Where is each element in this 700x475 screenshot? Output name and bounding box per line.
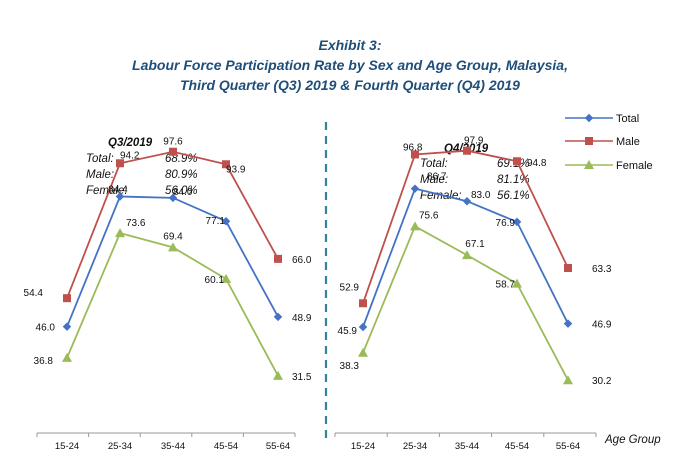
q4-point-male — [359, 299, 367, 308]
q4-point-total — [462, 196, 472, 206]
q4-summary-total-label: Total: — [420, 158, 448, 170]
x-axis-title: Age Group — [604, 434, 661, 446]
q3-point-total — [273, 312, 283, 322]
q3-point-female — [273, 370, 283, 380]
q4-data-label-total: 46.9 — [592, 320, 612, 331]
chart-title: Labour Force Participation Rate by Sex a… — [132, 57, 568, 73]
q4-point-female — [563, 375, 573, 385]
q3-data-label-female: 69.4 — [163, 231, 183, 242]
q3-data-label-male: 54.4 — [24, 288, 44, 299]
q3-data-label-total: 46.0 — [36, 323, 56, 334]
q4-x-tick-label: 35-44 — [455, 441, 479, 452]
q4-data-label-total: 83.0 — [471, 190, 491, 201]
q4-data-label-male: 52.9 — [340, 282, 360, 293]
q3-data-label-total: 84.4 — [108, 184, 128, 195]
q3-x-tick-label: 45-54 — [214, 441, 238, 452]
q3-data-label-female: 31.5 — [292, 372, 312, 383]
legend-label-female: Female — [616, 160, 653, 172]
q3-summary-female-label: Female: — [86, 185, 128, 197]
q4-data-label-male: 63.3 — [592, 264, 612, 275]
q4-data-label-male: 94.8 — [527, 158, 547, 169]
legend-item-female: Female — [565, 160, 653, 172]
q3-x-tick-label: 35-44 — [161, 441, 185, 452]
q4-point-total — [358, 322, 368, 332]
q3-point-total — [115, 192, 125, 201]
q4-x-tick-label: 45-54 — [505, 441, 529, 452]
q4-data-label-total: 76.9 — [496, 218, 516, 229]
q3-summary-male-value: 80.9% — [165, 169, 198, 181]
legend-label-total: Total — [616, 113, 639, 125]
q3-x-tick-label: 55-64 — [266, 441, 290, 452]
q4-point-male — [513, 157, 521, 166]
q3-summary-heading: Q3/2019 — [108, 137, 153, 149]
q4-point-female — [358, 347, 368, 357]
q4-point-total — [410, 184, 420, 193]
q4-point-male — [463, 146, 471, 155]
q4-data-label-female: 67.1 — [465, 239, 485, 250]
q3-point-total — [62, 322, 72, 331]
q3-point-female — [115, 228, 125, 238]
q3-data-label-male: 66.0 — [292, 255, 312, 266]
q3-x-tick-label: 15-24 — [55, 441, 79, 452]
legend-marker-female — [584, 160, 594, 169]
q3-data-label-total: 48.9 — [292, 313, 312, 324]
q4-data-label-male: 97.9 — [464, 136, 484, 147]
q3-summary-total-label: Total: — [86, 153, 114, 165]
q4-x-tick-label: 15-24 — [351, 441, 375, 452]
q4-plot-area: 15-24 25-34 35-44 45-54 55-64 52.9 96.8 97.9 94.… — [334, 136, 612, 452]
q3-point-female — [62, 352, 72, 362]
q4-data-label-female: 38.3 — [340, 361, 360, 372]
q3-summary-male-label: Male: — [86, 169, 114, 181]
q3-data-label-male: 97.6 — [163, 137, 183, 148]
legend-label-male: Male — [616, 136, 640, 148]
q3-data-label-female: 73.6 — [126, 218, 146, 229]
q3-point-male — [63, 294, 71, 303]
q4-summary-male-value: 81.1% — [497, 174, 530, 186]
q3-point-male — [116, 159, 124, 168]
q4-data-label-female: 58.7 — [496, 280, 516, 291]
q4-point-total — [563, 319, 573, 328]
q3-point-total — [168, 193, 178, 203]
q4-summary-female-value: 56.1% — [497, 190, 530, 202]
q3-point-female — [221, 273, 231, 283]
q4-point-male — [564, 264, 572, 273]
q4-data-label-female: 30.2 — [592, 376, 612, 387]
q4-data-label-female: 75.6 — [419, 210, 439, 221]
q4-point-male — [411, 150, 419, 159]
q4-series-line-male — [362, 149, 569, 304]
q4-data-label-total: 45.9 — [338, 326, 358, 337]
chart-subtitle: Third Quarter (Q3) 2019 & Fourth Quarter… — [180, 77, 520, 93]
q3-point-total — [221, 216, 231, 226]
q4-data-label-male: 96.8 — [403, 142, 423, 153]
chart-legend: Total Male Female — [565, 113, 653, 172]
q3-point-male — [169, 147, 177, 156]
q3-data-label-total: 84.0 — [173, 187, 193, 198]
q3-data-label-total: 77.1 — [206, 216, 226, 227]
q3-data-label-male: 94.2 — [120, 150, 140, 161]
q3-point-female — [168, 242, 178, 252]
q4-x-tick-label: 25-34 — [403, 441, 427, 452]
legend-marker-total — [584, 113, 594, 123]
q3-point-male — [222, 160, 230, 169]
exhibit-label: Exhibit 3: — [318, 37, 381, 53]
q3-series-line-female — [66, 232, 279, 377]
q3-data-label-female: 60.1 — [205, 275, 225, 286]
q3-plot-area: 15-24 25-34 35-44 45-54 55-64 54.4 94.2 97.6 93.… — [24, 137, 312, 452]
q3-summary-box: Q3/2019 Total: 68.9% Male: 80.9% Female:… — [86, 137, 198, 197]
q3-x-tick-label: 25-34 — [108, 441, 132, 452]
q4-point-female — [462, 250, 472, 260]
legend-item-male: Male — [565, 136, 640, 148]
q4-summary-male-label: Male: — [420, 174, 448, 186]
q4-data-label-total: 86.7 — [427, 172, 447, 183]
q3-data-label-male: 93.9 — [226, 164, 246, 175]
legend-item-total: Total — [565, 113, 639, 125]
q4-point-female — [410, 221, 420, 231]
q3-data-label-female: 36.8 — [34, 356, 54, 367]
q3-point-male — [274, 254, 282, 263]
q4-point-female — [512, 278, 522, 288]
legend-marker-male — [585, 137, 593, 145]
q4-x-tick-label: 55-64 — [556, 441, 580, 452]
